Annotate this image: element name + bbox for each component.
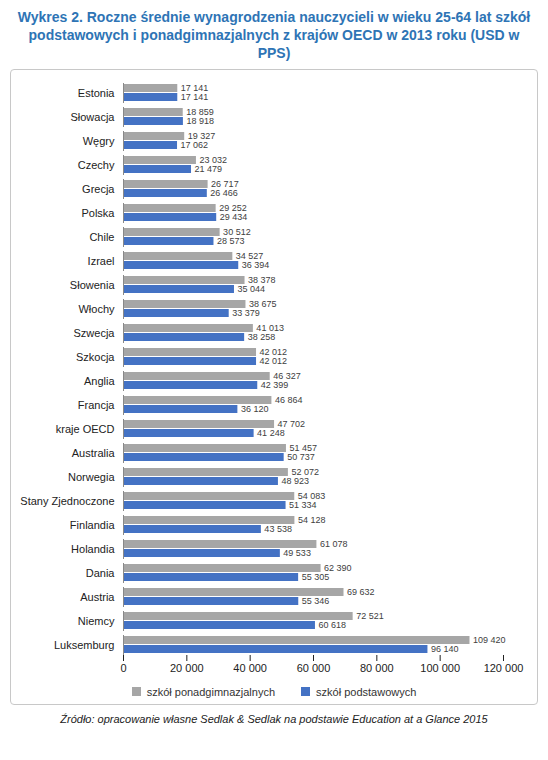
svg-text:Czechy: Czechy	[78, 159, 115, 171]
svg-text:40 000: 40 000	[233, 662, 267, 674]
svg-text:50 737: 50 737	[287, 452, 315, 462]
svg-text:38 675: 38 675	[249, 298, 277, 309]
html-text:szkół podstawowych: szkół podstawowych	[316, 685, 417, 698]
svg-text:61 078: 61 078	[320, 539, 348, 549]
html-text:Źródło: opracowanie własne Sed: Źródło: opracowanie własne Sedlak & Sedl…	[60, 712, 488, 725]
svg-text:Stany Zjednoczone: Stany Zjednoczone	[20, 495, 114, 507]
svg-text:54 083: 54 083	[297, 490, 326, 501]
svg-text:49 533: 49 533	[283, 548, 311, 558]
svg-text:20 000: 20 000	[170, 662, 204, 674]
svg-text:Norwegia: Norwegia	[68, 471, 115, 483]
svg-text:62 390: 62 390	[324, 562, 352, 573]
svg-text:55 305: 55 305	[302, 572, 330, 582]
svg-text:17 141: 17 141	[180, 82, 209, 93]
svg-text:54 128: 54 128	[298, 515, 326, 525]
svg-text:80 000: 80 000	[360, 662, 394, 674]
svg-text:Izrael: Izrael	[88, 255, 115, 267]
svg-text:0: 0	[120, 662, 126, 674]
svg-text:69 632: 69 632	[347, 587, 375, 597]
svg-text:26 466: 26 466	[210, 188, 238, 198]
svg-text:46 327: 46 327	[273, 370, 301, 381]
html-text:szkół ponadgimnazjalnych: szkół ponadgimnazjalnych	[146, 685, 276, 698]
svg-text:Niemcy: Niemcy	[78, 615, 115, 627]
svg-text:38 258: 38 258	[248, 332, 276, 342]
svg-text:17 062: 17 062	[181, 140, 209, 150]
html-text:Wykres 2. Roczne średnie wynag: Wykres 2. Roczne średnie wynagrodzenia n…	[17, 9, 531, 62]
svg-text:30 512: 30 512	[223, 226, 251, 237]
svg-text:Austria: Austria	[80, 591, 115, 603]
svg-text:33 379: 33 379	[232, 308, 260, 318]
svg-text:41 013: 41 013	[256, 322, 284, 333]
svg-text:26 717: 26 717	[211, 178, 239, 189]
svg-text:51 334: 51 334	[289, 500, 317, 510]
svg-text:Chile: Chile	[89, 231, 114, 243]
svg-text:120 000: 120 000	[484, 662, 524, 674]
svg-text:Finlandia: Finlandia	[70, 519, 116, 531]
svg-text:42 399: 42 399	[261, 380, 289, 390]
svg-text:Australia: Australia	[72, 447, 116, 459]
svg-text:100 000: 100 000	[420, 662, 460, 674]
svg-text:38 378: 38 378	[248, 274, 276, 285]
svg-text:46 864: 46 864	[275, 395, 303, 405]
svg-text:43 538: 43 538	[264, 524, 292, 534]
svg-text:55 346: 55 346	[302, 596, 330, 606]
svg-text:Węgry: Węgry	[83, 135, 115, 147]
svg-text:Luksemburg: Luksemburg	[54, 639, 115, 651]
svg-text:29 252: 29 252	[219, 202, 247, 213]
svg-text:Grecja: Grecja	[82, 183, 115, 195]
svg-text:41 248: 41 248	[257, 428, 285, 438]
svg-text:47 702: 47 702	[277, 418, 306, 429]
svg-text:42 012: 42 012	[260, 356, 288, 366]
svg-text:42 012: 42 012	[259, 346, 288, 357]
svg-text:Dania: Dania	[86, 567, 116, 579]
svg-text:60 000: 60 000	[297, 662, 331, 674]
svg-text:51 457: 51 457	[289, 442, 317, 453]
svg-text:29 434: 29 434	[220, 212, 248, 222]
svg-text:Szwecja: Szwecja	[74, 327, 116, 339]
svg-text:28 573: 28 573	[217, 236, 245, 246]
svg-text:18 859: 18 859	[186, 106, 214, 117]
svg-text:Szkocja: Szkocja	[76, 351, 115, 363]
svg-text:109 420: 109 420	[473, 635, 506, 645]
svg-text:60 618: 60 618	[318, 620, 346, 630]
svg-text:72 521: 72 521	[356, 611, 384, 621]
svg-text:52 072: 52 072	[291, 466, 319, 477]
svg-text:19 327: 19 327	[187, 130, 216, 141]
svg-text:Estonia: Estonia	[78, 87, 116, 99]
svg-text:23 032: 23 032	[199, 154, 227, 165]
svg-text:17 141: 17 141	[181, 92, 209, 102]
svg-text:Polska: Polska	[81, 207, 115, 219]
svg-text:18 918: 18 918	[186, 116, 214, 126]
svg-text:Słowacja: Słowacja	[70, 111, 115, 123]
svg-text:Anglia: Anglia	[84, 375, 115, 387]
svg-text:48 923: 48 923	[281, 476, 309, 486]
svg-text:36 394: 36 394	[242, 260, 270, 270]
svg-text:Francja: Francja	[78, 399, 116, 411]
svg-text:Holandia: Holandia	[71, 543, 115, 555]
svg-text:34 527: 34 527	[235, 250, 264, 261]
svg-text:kraje OECD: kraje OECD	[56, 423, 115, 435]
svg-text:Włochy: Włochy	[78, 303, 115, 315]
svg-text:35 044: 35 044	[237, 284, 265, 294]
svg-text:96 140: 96 140	[431, 644, 459, 654]
svg-text:36 120: 36 120	[241, 404, 269, 414]
svg-text:21 479: 21 479	[195, 164, 223, 174]
svg-text:Słowenia: Słowenia	[70, 279, 116, 291]
